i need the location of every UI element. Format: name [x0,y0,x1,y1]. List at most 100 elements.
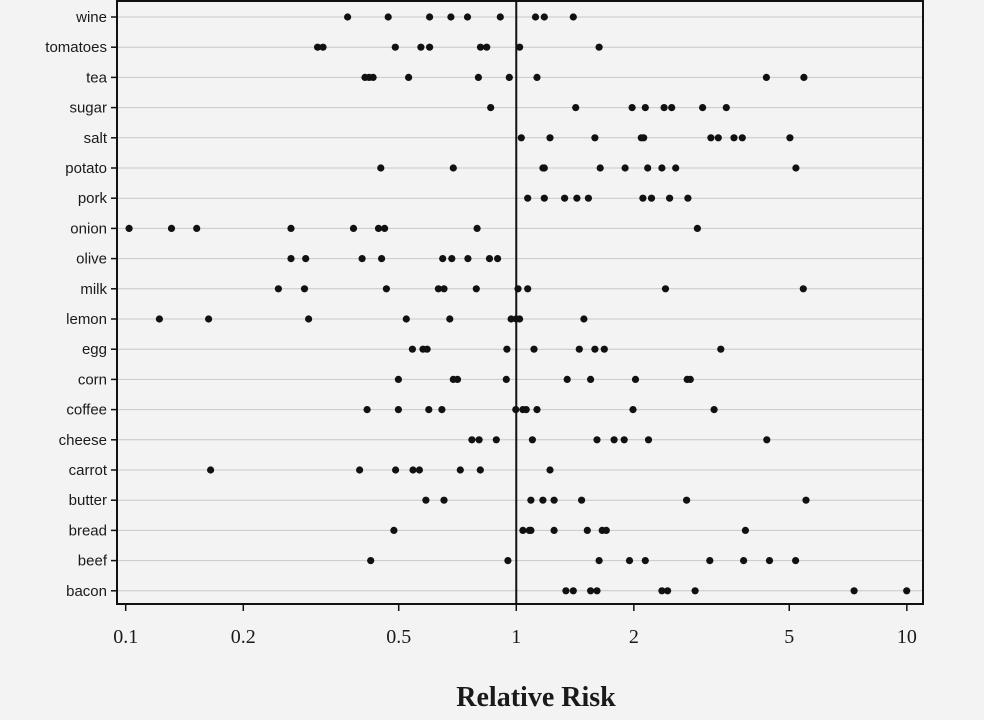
point-potato-4 [596,164,604,172]
point-olive-2 [358,255,366,263]
point-potato-3 [540,164,548,172]
point-salt-4 [640,134,648,142]
point-beef-5 [706,557,714,565]
point-olive-3 [378,255,386,263]
point-olive-5 [448,255,456,263]
point-bacon-3 [593,587,601,595]
point-milk-9 [799,285,807,293]
point-salt-6 [714,134,722,142]
point-beef-6 [740,557,748,565]
x-tick-label-5: 5 [784,626,794,648]
point-cheese-1 [475,436,483,444]
point-sugar-0 [487,104,495,112]
point-onion-1 [167,224,176,232]
category-label-tea: tea [86,69,108,86]
point-onion-6 [381,224,389,232]
point-bacon-6 [691,587,699,595]
point-potato-9 [792,164,800,172]
point-milk-8 [661,285,670,293]
point-bacon-7 [850,587,858,595]
point-onion-2 [193,224,201,232]
point-egg-6 [591,345,599,353]
point-egg-8 [717,345,725,353]
point-milk-4 [440,285,448,293]
point-cheese-8 [763,436,771,444]
point-coffee-8 [629,406,637,414]
x-axis-title: Relative Risk [456,682,616,713]
point-wine-4 [463,13,472,21]
x-tick-label-0.2: 0.2 [231,626,256,648]
point-onion-3 [287,224,295,232]
category-label-bread: bread [69,522,107,539]
point-beef-2 [595,557,603,565]
point-tomatoes-4 [426,43,434,51]
point-salt-0 [517,134,525,142]
point-tomatoes-3 [417,43,425,51]
point-tea-7 [762,73,771,81]
point-corn-8 [686,375,694,383]
point-butter-0 [422,496,430,504]
point-bread-0 [390,526,398,535]
point-wine-0 [344,13,352,21]
point-milk-6 [514,285,522,293]
point-sugar-3 [641,104,649,112]
point-bread-3 [527,526,535,535]
point-sugar-1 [572,104,580,112]
point-bread-5 [583,526,591,535]
point-pork-2 [561,194,569,202]
gridlines [117,16,923,592]
point-milk-2 [382,285,390,293]
point-lemon-1 [205,315,213,323]
point-sugar-2 [628,104,636,112]
point-carrot-0 [207,466,215,474]
category-label-carrot: carrot [69,462,108,479]
point-salt-9 [786,134,794,142]
point-coffee-6 [522,406,530,414]
point-cheese-4 [593,436,601,444]
point-coffee-7 [533,406,541,414]
point-beef-3 [625,557,634,565]
point-carrot-1 [356,466,364,474]
point-pork-5 [639,194,647,202]
point-carrot-2 [392,466,400,474]
plot-frame [116,0,924,605]
point-cheese-2 [492,436,500,444]
point-tea-2 [369,73,377,81]
point-beef-7 [765,557,774,565]
category-label-tomatoes: tomatoes [45,39,107,56]
point-lemon-2 [305,315,313,323]
point-tea-4 [474,73,482,81]
category-label-milk: milk [80,281,107,298]
point-wine-1 [384,13,392,21]
point-wine-2 [426,13,434,21]
point-tomatoes-2 [391,43,399,51]
category-label-sugar: sugar [69,100,107,117]
point-bread-8 [741,526,750,535]
point-wine-6 [531,13,540,21]
point-olive-4 [439,255,447,263]
point-coffee-3 [438,406,446,414]
point-milk-0 [274,285,282,293]
point-corn-4 [563,375,571,383]
point-beef-4 [641,557,649,565]
point-olive-6 [464,255,472,263]
point-potato-6 [644,164,652,172]
point-egg-3 [503,345,511,353]
point-pork-8 [684,194,692,202]
point-olive-1 [302,255,310,263]
point-corn-6 [631,375,640,383]
point-bacon-5 [664,587,672,595]
point-cheese-3 [528,436,537,444]
point-bacon-4 [658,587,666,595]
point-pork-0 [524,194,532,202]
point-beef-8 [792,557,800,565]
point-butter-3 [539,496,547,504]
category-label-onion: onion [70,220,107,237]
category-label-corn: corn [78,371,107,388]
point-wine-5 [496,13,504,21]
point-wine-3 [447,13,455,21]
point-coffee-1 [394,406,402,414]
point-butter-7 [802,496,810,504]
point-potato-1 [449,164,457,172]
